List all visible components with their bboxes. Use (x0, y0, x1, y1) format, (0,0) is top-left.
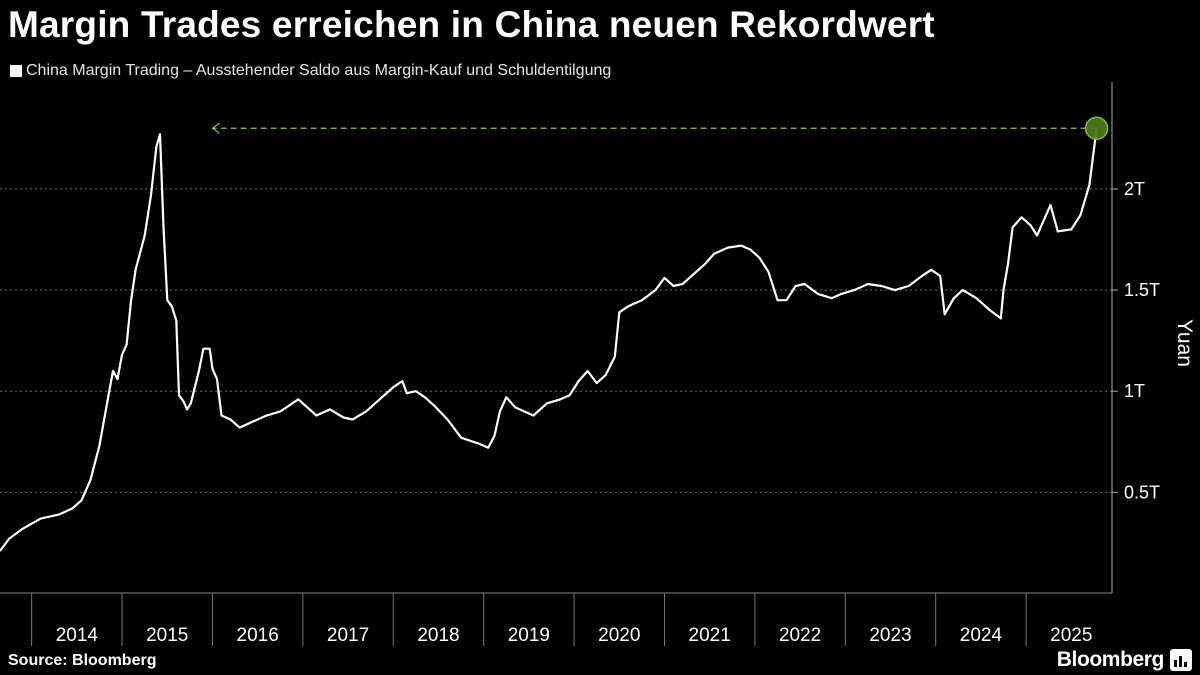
x-tick-label-2015: 2015 (146, 625, 188, 646)
x-tick-label-2018: 2018 (417, 625, 459, 646)
bar-chart-icon (1170, 649, 1192, 671)
x-tick-label-2022: 2022 (779, 625, 821, 646)
chart-legend: China Margin Trading – Ausstehender Sald… (10, 62, 611, 80)
margin-balance-line (0, 128, 1098, 552)
x-tick-label-2023: 2023 (869, 625, 911, 646)
x-tick-label-2024: 2024 (960, 625, 1003, 646)
y-tick-label-0.5T: 0.5T (1124, 482, 1160, 502)
x-tick-label-2021: 2021 (689, 625, 731, 646)
y-tick-label-1.5T: 1.5T (1124, 280, 1160, 300)
chart-title: Margin Trades erreichen in China neuen R… (8, 4, 935, 45)
legend-label: China Margin Trading – Ausstehender Sald… (26, 62, 612, 79)
brand-logo: Bloomberg (1057, 648, 1192, 672)
record-marker-dot (1084, 116, 1109, 140)
x-tick-label-2025: 2025 (1050, 625, 1092, 646)
x-tick-label-2020: 2020 (598, 625, 640, 646)
record-arrowhead (211, 122, 220, 134)
x-tick-label-2016: 2016 (237, 625, 279, 646)
x-tick-label-2014: 2014 (56, 625, 99, 646)
y-tick-label-1T: 1T (1124, 381, 1145, 401)
legend-swatch (10, 65, 22, 77)
source-note: Source: Bloomberg (8, 652, 157, 669)
y-tick-label-2T: 2T (1124, 179, 1145, 199)
x-tick-label-2017: 2017 (327, 625, 369, 646)
x-tick-label-2019: 2019 (508, 625, 550, 646)
brand-name: Bloomberg (1056, 648, 1165, 671)
y-axis-title: Yuan (1173, 319, 1196, 367)
